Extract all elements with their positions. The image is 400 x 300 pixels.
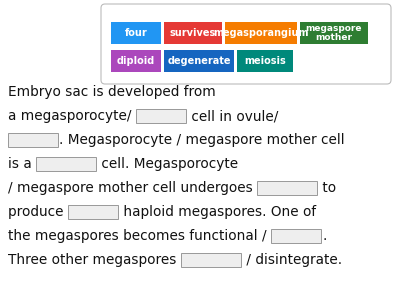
Text: produce: produce [8,205,68,219]
Text: degenerate: degenerate [167,56,231,66]
Text: survives: survives [170,28,216,38]
Text: / disintegrate.: / disintegrate. [242,253,342,267]
FancyBboxPatch shape [8,133,58,147]
Text: haploid megaspores. One of: haploid megaspores. One of [119,205,316,219]
Text: cell in ovule/: cell in ovule/ [187,109,278,123]
FancyBboxPatch shape [225,22,297,44]
FancyBboxPatch shape [181,253,241,267]
FancyBboxPatch shape [36,157,96,171]
FancyBboxPatch shape [300,22,368,44]
Text: diploid: diploid [117,56,155,66]
Text: Three other megaspores: Three other megaspores [8,253,181,267]
Text: a megasporocyte/: a megasporocyte/ [8,109,136,123]
Text: / megaspore mother cell undergoes: / megaspore mother cell undergoes [8,181,257,195]
Text: .: . [322,229,326,243]
Text: is a: is a [8,157,36,171]
Text: megasporangium: megasporangium [213,28,309,38]
FancyBboxPatch shape [136,109,186,123]
FancyBboxPatch shape [101,4,391,84]
Text: the megaspores becomes functional /: the megaspores becomes functional / [8,229,271,243]
Text: . Megasporocyte / megaspore mother cell: . Megasporocyte / megaspore mother cell [59,133,345,147]
FancyBboxPatch shape [164,50,234,72]
FancyBboxPatch shape [257,181,317,195]
Text: cell. Megasporocyte: cell. Megasporocyte [97,157,238,171]
Text: four: four [125,28,147,38]
FancyBboxPatch shape [237,50,293,72]
Text: meiosis: meiosis [244,56,286,66]
FancyBboxPatch shape [68,205,118,219]
FancyBboxPatch shape [271,229,321,243]
Text: to: to [318,181,336,195]
Text: Embryo sac is developed from: Embryo sac is developed from [8,85,216,99]
FancyBboxPatch shape [111,50,161,72]
FancyBboxPatch shape [111,22,161,44]
FancyBboxPatch shape [164,22,222,44]
Text: megaspore
mother: megaspore mother [306,24,362,42]
